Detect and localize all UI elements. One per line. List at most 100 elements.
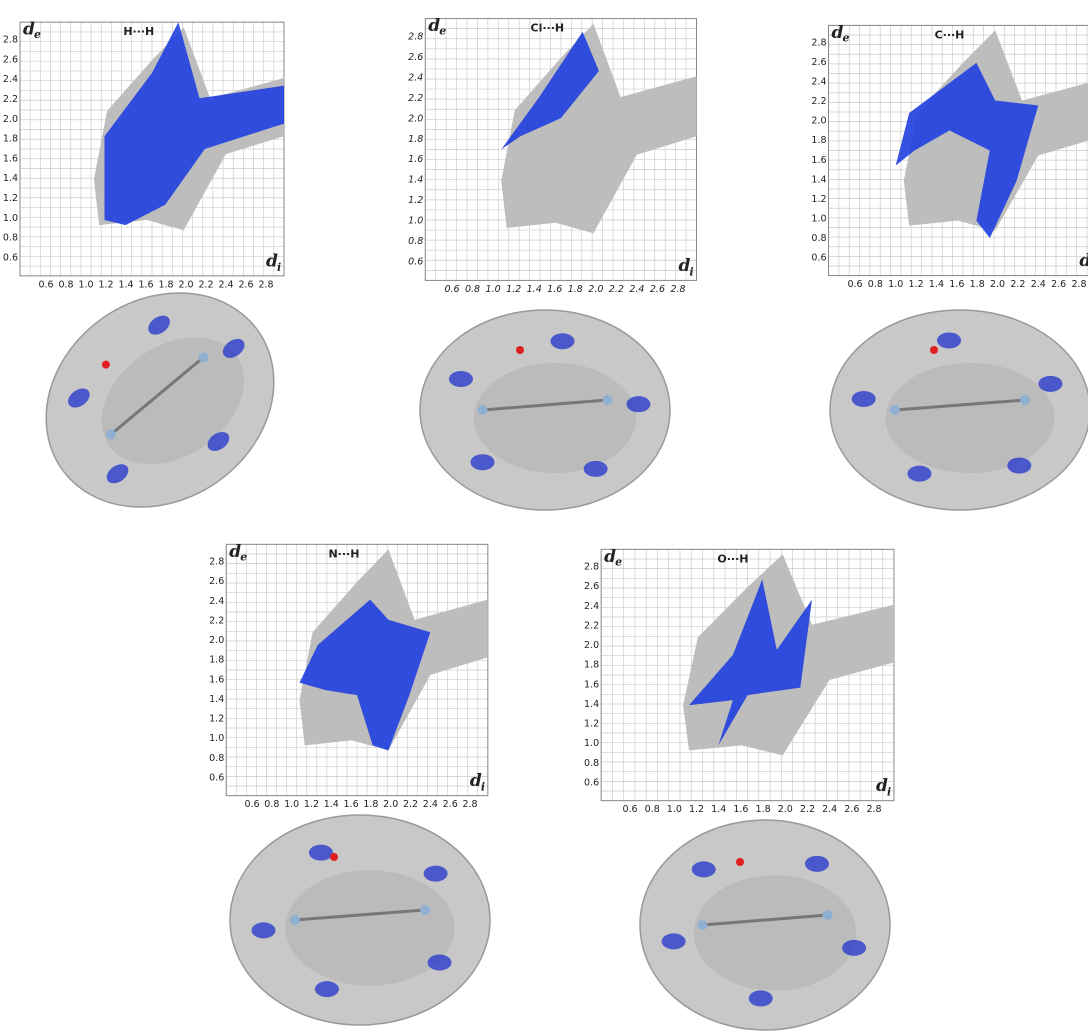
y-axis-label: d	[604, 547, 616, 567]
y-tick-label: 1.2	[408, 195, 423, 206]
bond	[109, 356, 205, 436]
y-axis-label-sub: e	[240, 550, 247, 563]
y-tick-label: 1.2	[811, 194, 826, 205]
surface-inner	[473, 363, 637, 473]
all-contacts-cloud	[501, 23, 697, 234]
contact-patch	[68, 388, 90, 408]
contact-patch	[222, 338, 245, 358]
contact-patch	[314, 981, 339, 998]
x-tick-label: 1.8	[363, 799, 378, 810]
x-tick-label: 2.4	[423, 799, 438, 810]
y-tick-label: 1.4	[3, 173, 18, 184]
y-tick-label: 2.0	[209, 635, 224, 646]
x-tick-label: 0.8	[465, 284, 480, 295]
close-contact	[930, 346, 938, 354]
y-tick-label: 1.4	[209, 694, 224, 705]
contact-patch	[550, 333, 575, 350]
x-tick-label: 1.6	[138, 279, 153, 290]
x-axis-label-sub: i	[887, 786, 891, 799]
x-tick-label: 0.8	[264, 799, 279, 810]
contact-patch	[583, 460, 608, 477]
y-axis-label-sub: e	[615, 555, 622, 568]
x-axis-label-sub: i	[277, 261, 281, 274]
y-tick-label: 2.8	[3, 35, 18, 46]
y-tick-label: 1.2	[209, 714, 224, 725]
y-tick-label: 0.6	[408, 257, 423, 268]
y-axis-label-sub: e	[843, 31, 850, 44]
close-contact	[516, 346, 524, 354]
x-tick-label: 1.0	[667, 804, 682, 815]
panel-title: H···H	[123, 25, 154, 38]
y-tick-label: 2.6	[811, 57, 826, 68]
x-tick-label: 0.6	[244, 799, 259, 810]
contact-patch	[427, 954, 452, 971]
contact-patch	[207, 431, 230, 451]
y-tick-label: 1.8	[584, 660, 599, 671]
contact-patch	[804, 855, 829, 872]
contact-patch	[448, 371, 473, 388]
y-tick-label: 2.6	[408, 52, 423, 63]
y-tick-label: 2.4	[3, 74, 18, 85]
x-tick-label: 1.8	[158, 279, 173, 290]
contact-patch	[1038, 375, 1063, 392]
contact-cloud	[895, 62, 1039, 239]
fingerprint-panel: 2.8 2.6 2.4 2.2 2.0 1.8 1.6 1.4 1.2 1.0 0.8 0.6 0.6 0…	[584, 547, 895, 815]
atom	[1020, 395, 1030, 405]
hirshfeld-surface	[639, 819, 891, 1031]
x-tick-label: 1.2	[98, 279, 113, 290]
x-tick-label: 1.2	[689, 804, 704, 815]
y-tick-label: 0.8	[584, 758, 599, 769]
y-tick-label: 1.2	[3, 193, 18, 204]
y-tick-label: 0.8	[811, 233, 826, 244]
contact-cloud	[689, 579, 812, 746]
x-tick-label: 2.0	[178, 279, 193, 290]
y-tick-label: 1.4	[811, 174, 826, 185]
y-tick-label: 2.0	[3, 114, 18, 125]
x-tick-label: 0.8	[645, 804, 660, 815]
bond	[482, 398, 608, 412]
atom	[290, 915, 300, 925]
y-tick-label: 1.4	[408, 175, 423, 186]
y-tick-label: 1.6	[811, 155, 826, 166]
contact-patch	[251, 922, 276, 939]
x-axis-label-sub: i	[689, 265, 693, 278]
y-tick-label: 2.4	[811, 77, 826, 88]
x-tick-label: 0.6	[444, 284, 459, 295]
x-tick-label: 1.6	[344, 799, 359, 810]
surface-inner	[885, 363, 1055, 473]
x-tick-label: 1.0	[888, 279, 903, 290]
plot-frame	[424, 18, 697, 281]
y-axis-label-sub: e	[34, 28, 41, 41]
x-tick-label: 1.4	[527, 284, 542, 295]
x-tick-label: 2.0	[778, 804, 793, 815]
x-tick-label: 2.2	[1010, 279, 1025, 290]
contact-patch	[907, 465, 932, 482]
x-tick-label: 2.2	[198, 279, 213, 290]
close-contact	[736, 858, 744, 866]
y-tick-label: 2.0	[408, 113, 423, 124]
y-tick-label: 1.0	[408, 216, 423, 227]
x-tick-label: 2.6	[238, 279, 253, 290]
x-axis-label: d	[876, 776, 888, 796]
plot-frame	[19, 21, 285, 277]
x-axis-label: d	[266, 251, 278, 271]
x-tick-label: 2.8	[866, 804, 881, 815]
x-tick-label: 0.8	[868, 279, 883, 290]
y-tick-label: 1.8	[408, 134, 423, 145]
x-tick-label: 2.0	[588, 284, 603, 295]
y-tick-label: 2.6	[209, 576, 224, 587]
y-tick-label: 1.2	[584, 719, 599, 730]
contact-patch	[748, 990, 773, 1007]
x-axis-label: d	[1079, 251, 1088, 271]
x-tick-label: 1.0	[284, 799, 299, 810]
x-tick-label: 2.8	[670, 284, 685, 295]
panel-title: C···H	[935, 28, 965, 41]
y-tick-label: 2.2	[584, 620, 599, 631]
y-tick-label: 2.0	[584, 640, 599, 651]
plot-frame	[828, 24, 1088, 277]
x-tick-label: 1.4	[711, 804, 726, 815]
y-tick-label: 2.8	[584, 562, 599, 573]
y-tick-label: 2.6	[584, 581, 599, 592]
x-tick-label: 1.2	[506, 284, 521, 295]
y-axis-label: d	[229, 542, 241, 562]
